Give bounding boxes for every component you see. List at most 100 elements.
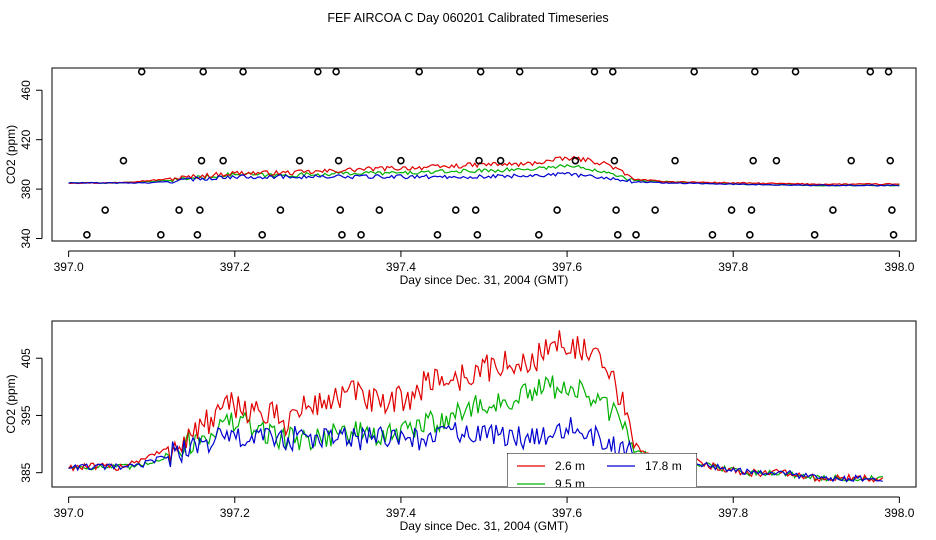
plot-frame	[51, 320, 917, 488]
calibration-point	[199, 67, 207, 76]
plot-area	[68, 330, 884, 483]
top-panel-chart: 397.0 397.2 397.4 397.6 397.8 398.0 340 380 420 4…	[4, 67, 917, 287]
x-tick-label: 397.4	[386, 506, 416, 520]
y-tick-label: 460	[19, 80, 33, 100]
bottom-panel-chart: 397.0 397.2 397.4 397.6 397.8 398.0 385 395 405 D…	[4, 320, 917, 533]
calibration-point	[535, 231, 543, 239]
calibration-point	[749, 156, 757, 165]
calibration-point	[336, 206, 345, 214]
calibration-point	[690, 67, 698, 76]
calibration-point	[888, 206, 896, 214]
calibration-point	[847, 156, 856, 165]
figure-title: FEF AIRCOA C Day 060201 Calibrated Times…	[327, 11, 608, 25]
x-axis-title: Day since Dec. 31, 2004 (GMT)	[400, 273, 569, 287]
x-tick-label: 398.0	[884, 506, 914, 520]
calibration-point	[101, 206, 109, 214]
calibration-point	[515, 67, 524, 76]
calibration-point	[613, 231, 622, 239]
calibration-point	[751, 67, 759, 76]
calibration-point	[397, 156, 405, 165]
x-tick-label: 397.6	[552, 260, 582, 274]
calibration-point	[295, 156, 304, 165]
calibration-point	[590, 67, 599, 76]
y-tick-label: 420	[19, 129, 33, 149]
x-tick-label: 397.2	[220, 260, 250, 274]
calibration-point	[475, 156, 483, 165]
calibration-point	[193, 231, 202, 239]
x-tick-label: 397.6	[552, 506, 582, 520]
calibration-point	[276, 206, 285, 214]
calibration-point	[610, 156, 619, 165]
y-tick-label: 340	[19, 228, 33, 248]
series-line-2-6-m	[68, 155, 900, 186]
x-tick-label: 397.4	[386, 260, 416, 274]
calibration-point	[772, 156, 781, 165]
calibration-point	[651, 206, 659, 214]
calibration-point	[219, 156, 227, 165]
calibration-point	[708, 231, 717, 239]
x-tick-label: 398.0	[884, 260, 914, 274]
calibration-point	[571, 156, 580, 165]
calibration-point	[471, 206, 480, 214]
y-tick-label: 380	[19, 179, 33, 199]
legend-box	[507, 453, 697, 487]
calibration-point	[473, 231, 482, 239]
calibration-point	[157, 231, 165, 239]
calibration-point	[83, 231, 91, 239]
legend-label: 2.6 m	[555, 459, 585, 473]
x-tick-label: 397.2	[220, 506, 250, 520]
calibration-point	[612, 206, 620, 214]
calibration-point	[496, 156, 505, 165]
x-tick-label: 397.0	[54, 260, 84, 274]
calibration-point	[415, 67, 424, 76]
calibration-point	[886, 156, 895, 165]
plot-area	[68, 155, 900, 187]
calibration-point	[829, 206, 837, 214]
x-tick-label: 397.8	[718, 260, 748, 274]
series-line-2-6-m	[68, 330, 884, 483]
calibration-point	[137, 67, 146, 76]
y-tick-label: 395	[19, 405, 33, 425]
x-tick-label: 397.0	[54, 506, 84, 520]
y-axis-title: CO2 (ppm)	[4, 374, 18, 433]
y-tick-label: 385	[19, 462, 33, 482]
calibration-point	[884, 67, 893, 76]
calibration-point	[338, 231, 346, 239]
x-tick-label: 397.8	[718, 506, 748, 520]
calibration-point	[747, 206, 756, 214]
series-line-9-5-m	[68, 375, 883, 483]
calibration-point	[196, 206, 204, 214]
legend-label: 9.5 m	[555, 477, 585, 491]
calibration-point	[375, 206, 384, 214]
calibration-point	[357, 231, 365, 239]
calibration-point	[119, 156, 128, 165]
calibration-point	[197, 156, 206, 165]
calibration-point	[314, 67, 322, 76]
calibration-point	[175, 206, 183, 214]
calibration-point	[608, 67, 617, 76]
calibration-point	[791, 67, 800, 76]
y-tick-label: 405	[19, 348, 33, 368]
calibration-point	[258, 231, 266, 239]
y-axis-title: CO2 (ppm)	[4, 125, 18, 184]
calibration-point	[476, 67, 485, 76]
plot-frame	[51, 67, 917, 242]
calibration-point	[334, 156, 343, 165]
calibration-point	[553, 206, 561, 214]
calibration-point	[632, 231, 640, 239]
x-axis-title: Day since Dec. 31, 2004 (GMT)	[400, 519, 569, 533]
calibration-point	[433, 231, 442, 239]
calibration-point	[810, 231, 819, 239]
calibration-point	[332, 67, 340, 76]
calibration-point	[451, 206, 460, 214]
calibration-point	[746, 231, 754, 239]
series-line-17-8-m	[68, 417, 883, 483]
calibration-point	[727, 206, 736, 214]
calibration-point	[866, 67, 875, 76]
calibration-point	[239, 67, 247, 76]
legend-label: 17.8 m	[645, 459, 682, 473]
calibration-point	[671, 156, 679, 165]
legend: 2.6 m 9.5 m 17.8 m	[507, 453, 697, 491]
legend-inner: 2.6 m 9.5 m 17.8 m	[507, 453, 697, 491]
